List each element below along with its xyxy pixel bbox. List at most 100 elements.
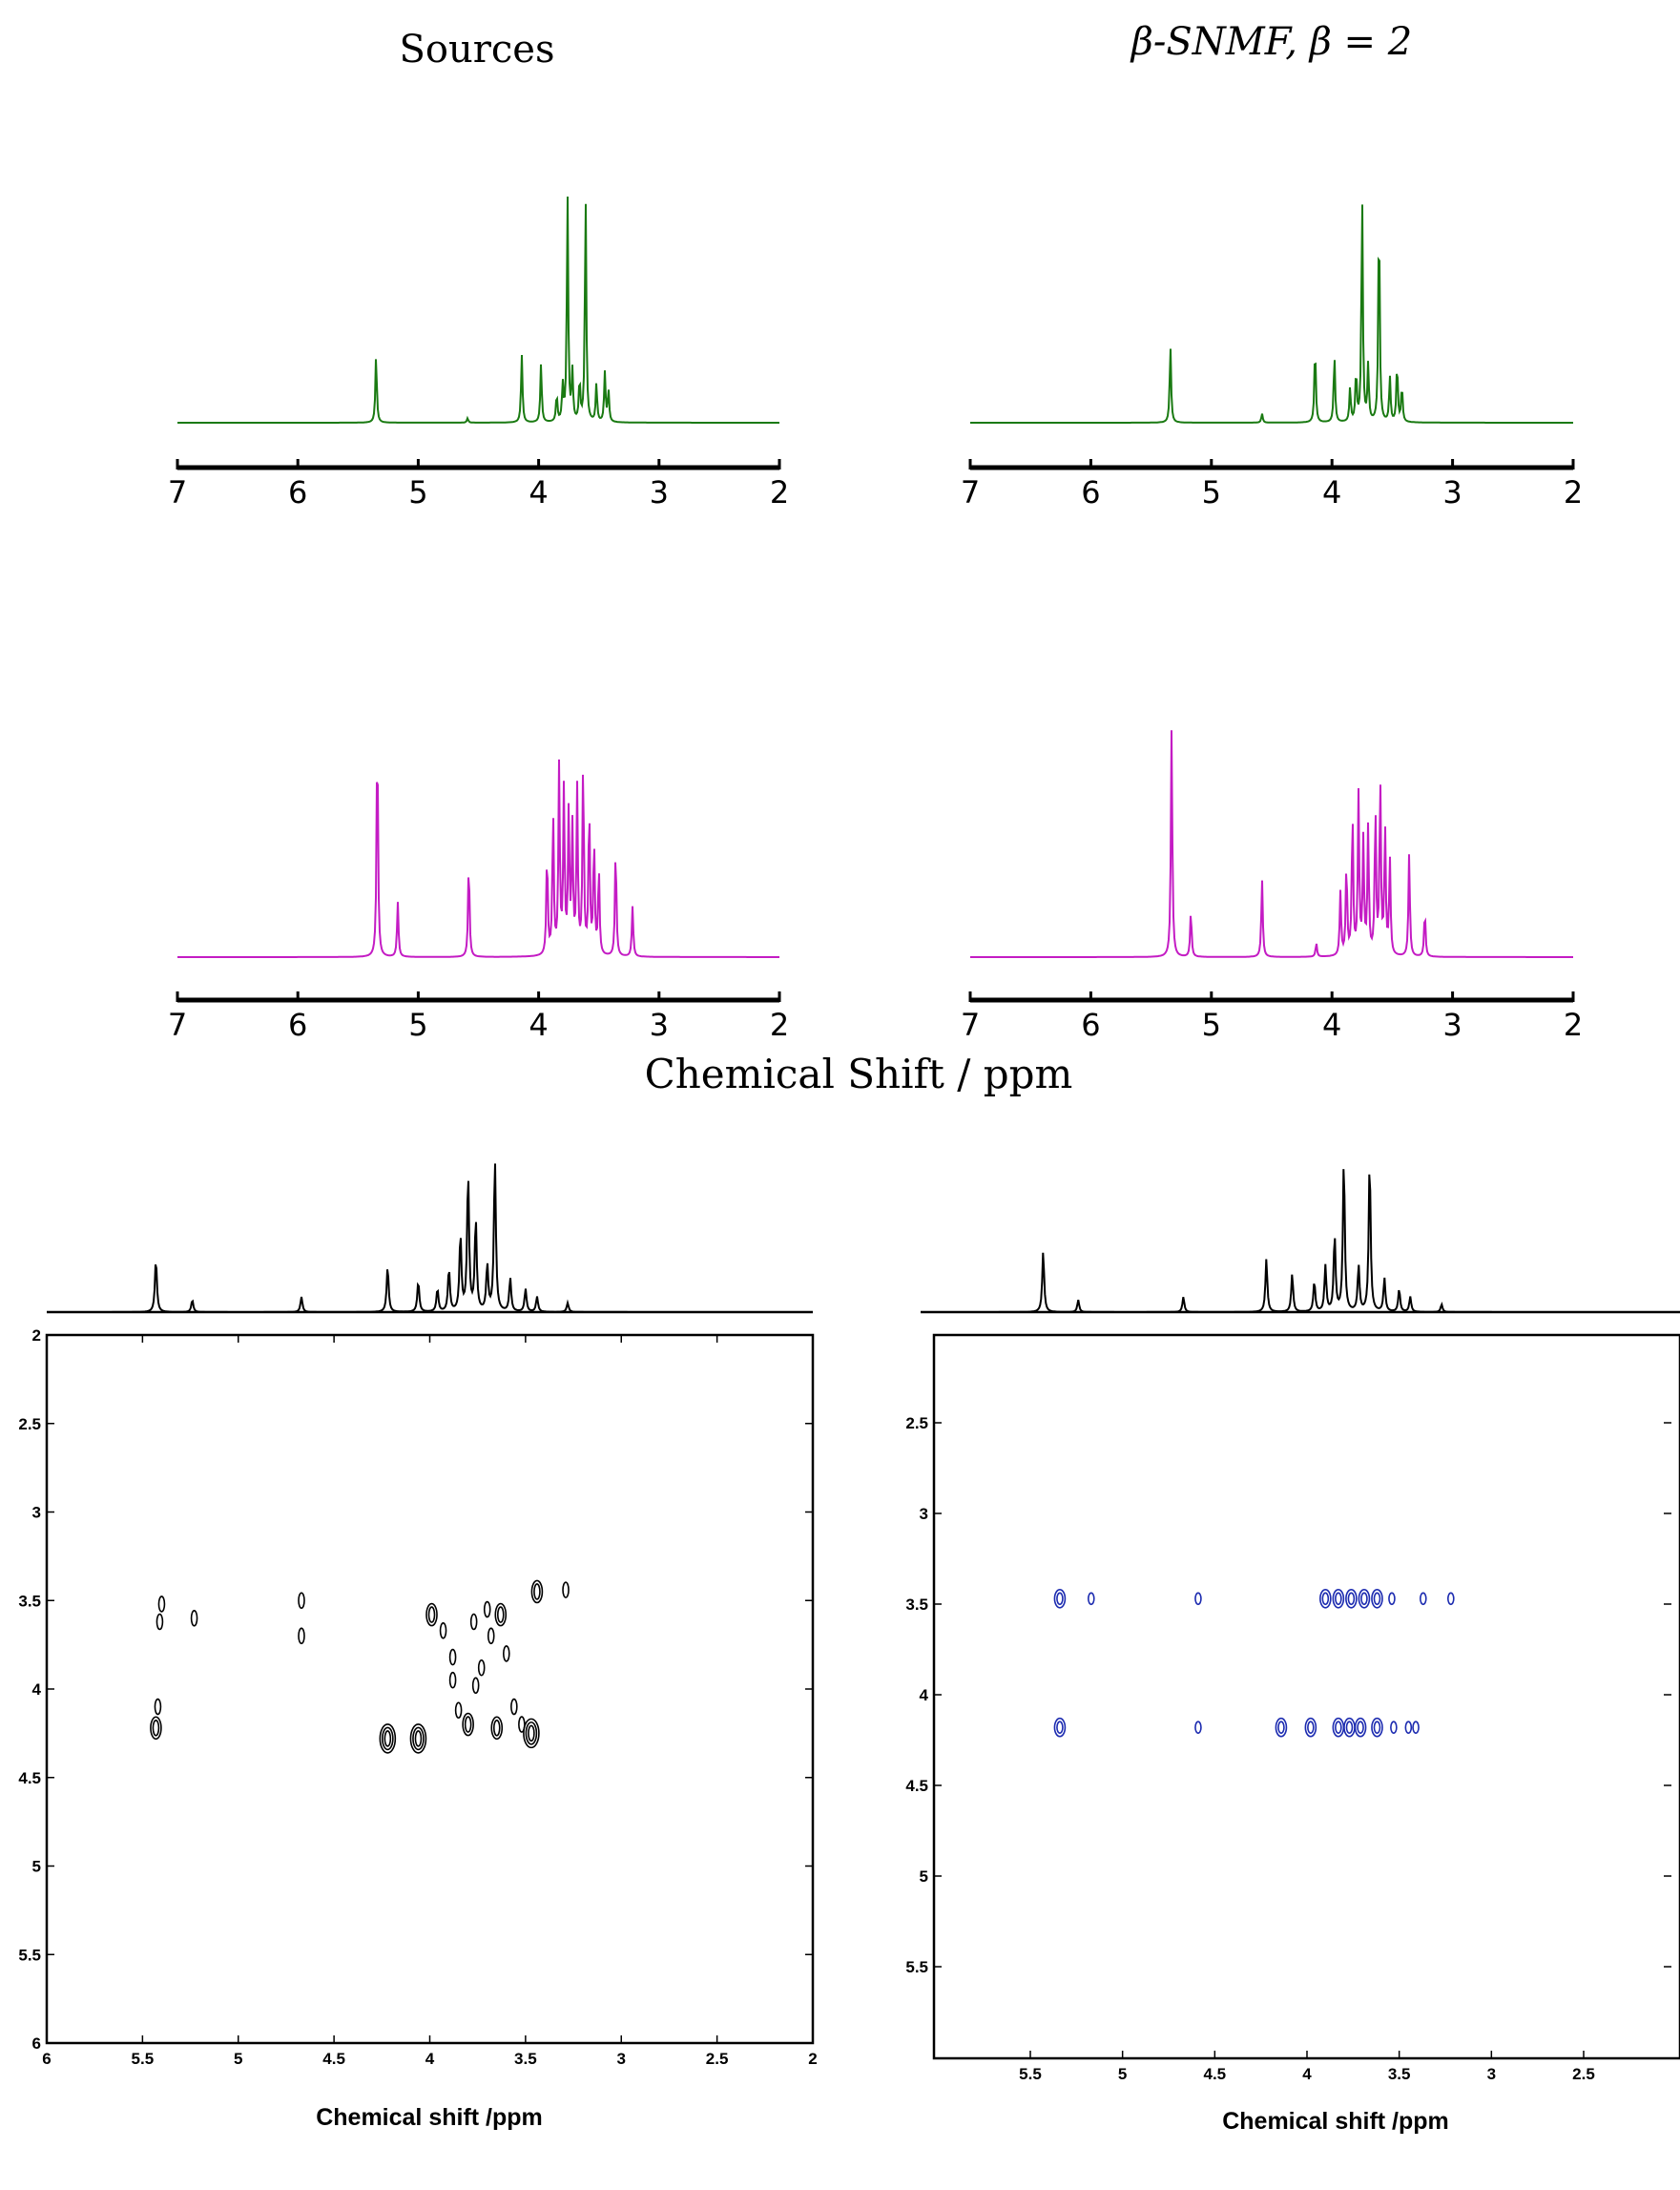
contour-peak [562, 1581, 570, 1598]
x-tick-label: 5 [408, 1007, 427, 1043]
contour-peak [1307, 1721, 1315, 1734]
contour-peak [1412, 1721, 1420, 1734]
x-tick-label: 3.5 [514, 2050, 537, 2068]
x-tick-label: 7 [168, 474, 187, 511]
y-tick-label: 2 [32, 1326, 41, 1345]
plot-frame [932, 1333, 1680, 2060]
contour-peak [448, 1671, 457, 1689]
contour-peak [530, 1579, 544, 1604]
contour-peak [412, 1726, 425, 1751]
contour-peak [525, 1721, 538, 1745]
y-tick-label: 5 [920, 1867, 928, 1886]
x-tick-label: 5 [234, 2050, 242, 2068]
x-tick-label: 6 [288, 1007, 307, 1043]
cosy-estimate-x-axis-label: Chemical shift /ppm [1222, 2108, 1449, 2135]
contour-peak [154, 1698, 162, 1716]
left-column-title: Sources [400, 28, 555, 72]
x-tick-label: 4 [1302, 2065, 1312, 2083]
right-column-title: β-SNMF, β = 2 [1130, 20, 1412, 64]
contour-peak [1275, 1717, 1288, 1738]
contour-peak [492, 1720, 501, 1737]
contour-peak [469, 1613, 478, 1631]
x-tick-label: 2 [1564, 474, 1583, 511]
contour-peak [496, 1606, 505, 1623]
x-tick-label: 4 [529, 1007, 548, 1043]
cosy-source-x-axis-label: Chemical shift /ppm [316, 2104, 543, 2131]
contour-peak [1390, 1721, 1398, 1734]
plot-frame [45, 1333, 815, 2045]
projection-spectrum [938, 1169, 1676, 1313]
y-tick-label: 3.5 [905, 1596, 928, 1614]
contour-peak [190, 1610, 198, 1627]
x-tick-label: 3 [1442, 474, 1462, 511]
x-tick-label: 3.5 [1388, 2065, 1411, 2083]
cosy-panel-estimate: 5.5 5 4.5 4 3.5 3 2.5 2.5 3 3.5 4 4.5 5 5.5 [905, 1169, 1680, 2083]
y-tick-label: 4.5 [18, 1769, 41, 1787]
y-tick-label: 5.5 [905, 1958, 928, 1976]
spectrum-panel-estimate-1: 7 6 5 4 3 2 [961, 204, 1583, 511]
contour-peak [152, 1720, 160, 1737]
contour-peak [1088, 1592, 1095, 1606]
x-tick-label: 4 [1322, 1007, 1341, 1043]
contour-peak [533, 1583, 541, 1600]
contour-peak [1420, 1592, 1427, 1606]
contour-peak [502, 1645, 510, 1662]
x-tick-label: 5 [1202, 1007, 1221, 1043]
contour-peak [1371, 1589, 1383, 1609]
contour-peak [439, 1621, 447, 1639]
contour-peak [462, 1712, 474, 1737]
contour-peak [157, 1596, 166, 1613]
y-tick-label: 5.5 [18, 1946, 41, 1964]
contour-peak [1053, 1717, 1067, 1738]
contour-peak [1304, 1717, 1317, 1738]
spectrum-panel-source-1: 7 6 5 4 3 2 [168, 196, 789, 511]
cosy-panel-source: 6 5.5 5 4.5 4 3.5 3 2.5 2 2 2.5 3 3.5 4 4.5 5 5.5 6 [18, 1163, 818, 2068]
contour-peak [298, 1592, 305, 1610]
x-tick-label: 2.5 [1572, 2065, 1595, 2083]
contour-peak [1194, 1592, 1202, 1606]
y-tick-label: 3 [920, 1505, 928, 1523]
y-tick-label: 2.5 [18, 1415, 41, 1433]
spectrum-panel-estimate-2: 7 6 5 4 3 2 [961, 730, 1583, 1043]
y-tick-label: 3.5 [18, 1592, 41, 1610]
contour-peak [1321, 1592, 1330, 1606]
contour-peak [1345, 1721, 1354, 1734]
contour-peak [1053, 1589, 1067, 1609]
x-tick-label: 5.5 [1019, 2065, 1042, 2083]
contour-peak [1358, 1589, 1371, 1609]
spectrum-trace [177, 196, 779, 424]
x-tick-label: 6 [1081, 1007, 1100, 1043]
contour-peak [425, 1602, 438, 1627]
contour-peak [382, 1726, 394, 1751]
y-tick-label: 4 [32, 1680, 42, 1699]
contour-peak [1354, 1717, 1367, 1738]
contour-peak [477, 1658, 486, 1677]
contour-peak [1277, 1721, 1285, 1734]
projection-spectrum [47, 1163, 813, 1313]
x-tick-label: 3 [1442, 1007, 1462, 1043]
contour-peak [379, 1723, 397, 1754]
x-tick-label: 2.5 [706, 2050, 729, 2068]
contour-peak [1056, 1592, 1064, 1606]
contour-peak [1335, 1592, 1342, 1606]
contour-peak [1373, 1592, 1381, 1606]
y-tick-label: 3 [32, 1504, 41, 1522]
spectrum-trace [970, 204, 1573, 424]
x-tick-label: 3 [650, 1007, 669, 1043]
shared-x-axis-label: Chemical Shift / ppm [645, 1051, 1073, 1097]
contour-peak [1319, 1589, 1332, 1609]
x-tick-label: 3 [650, 474, 669, 511]
contour-peak [298, 1627, 305, 1645]
spectrum-panel-source-2: 7 6 5 4 3 2 [168, 759, 789, 1043]
x-tick-label: 6 [1081, 474, 1100, 511]
x-tick-label: 7 [961, 1007, 980, 1043]
x-tick-label: 4 [529, 474, 548, 511]
contour-peak [528, 1724, 535, 1742]
x-tick-label: 2 [808, 2050, 817, 2068]
y-tick-label: 6 [32, 2034, 41, 2053]
x-tick-label: 4 [1322, 474, 1341, 511]
x-tick-label: 6 [288, 474, 307, 511]
contour-peak [487, 1627, 495, 1645]
x-tick-label: 2 [770, 1007, 789, 1043]
